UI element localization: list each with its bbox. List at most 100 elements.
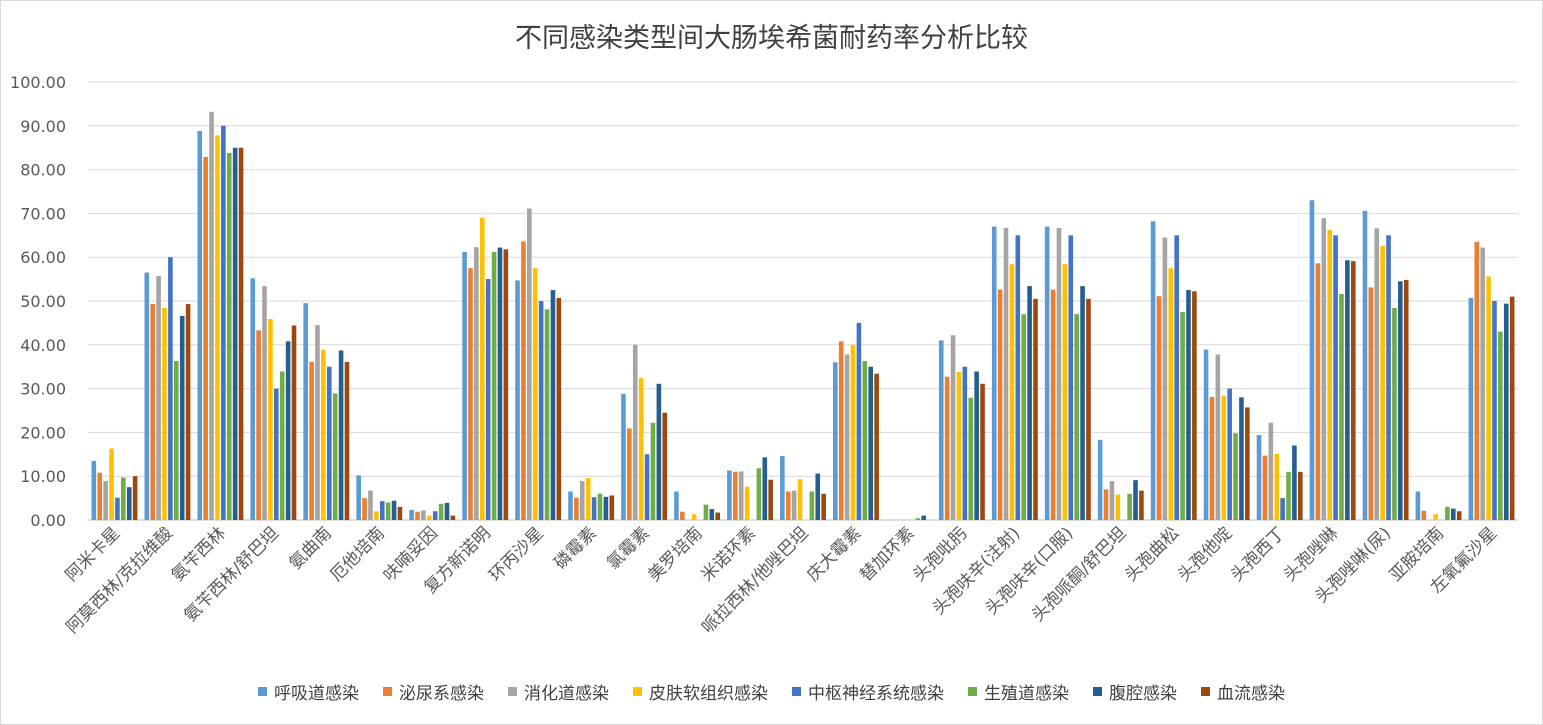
bar (226, 152, 232, 520)
legend-item: 呼吸道感染 (258, 679, 359, 704)
bar (503, 249, 509, 521)
bar (274, 388, 279, 520)
y-tick-label: 100.00 (10, 73, 66, 92)
bar (1097, 439, 1103, 520)
legend: 呼吸道感染 泌尿系感染 消化道感染 皮肤软组织感染 中枢神经系统感染 生殖道感染 腹腔感染 血… (0, 679, 1543, 704)
bar (1509, 296, 1515, 520)
bar (1498, 331, 1503, 520)
bar (1103, 489, 1109, 520)
x-tick-label: 厄他培南 (327, 523, 389, 585)
bar (968, 397, 974, 520)
bar (1180, 311, 1185, 520)
legend-item: 泌尿系感染 (383, 679, 484, 704)
legend-item: 腹腔感染 (1093, 679, 1177, 704)
bar (1062, 264, 1068, 520)
bar (1421, 510, 1427, 520)
legend-swatch (633, 687, 642, 696)
bar (344, 361, 350, 520)
x-tick-label: 替加环素 (856, 523, 918, 585)
legend-item: 中枢神经系统感染 (792, 679, 944, 704)
bar (727, 470, 732, 520)
bar (1209, 396, 1215, 520)
legend-label: 皮肤软组织感染 (649, 684, 768, 704)
bar (432, 511, 438, 520)
bar (1192, 291, 1197, 520)
bar (379, 501, 385, 520)
bar (1309, 200, 1315, 520)
bar (1268, 422, 1274, 520)
x-tick-label: 氯霉素 (603, 523, 653, 573)
bar (303, 303, 308, 520)
bar (232, 147, 238, 520)
bar (1009, 264, 1015, 520)
bar (250, 278, 256, 520)
bar (1327, 230, 1332, 520)
legend-label: 消化道感染 (524, 684, 609, 704)
bar (1127, 493, 1132, 520)
bar (844, 354, 850, 520)
bar (1415, 491, 1421, 520)
bar (527, 208, 532, 520)
bar (550, 290, 556, 520)
bar (1068, 235, 1074, 521)
bar (309, 361, 314, 520)
bar (997, 289, 1003, 520)
bar (1445, 506, 1450, 520)
bar (1033, 298, 1038, 520)
bar (1333, 235, 1338, 521)
bar (980, 383, 985, 520)
bar (391, 500, 397, 520)
bar (1292, 445, 1297, 520)
y-tick-label: 30.00 (20, 380, 66, 399)
bar (1239, 397, 1244, 520)
bar (1433, 514, 1438, 520)
bar (1339, 293, 1344, 520)
y-tick-label: 70.00 (20, 204, 66, 223)
bar (732, 471, 738, 520)
bar (1074, 314, 1079, 520)
legend-label: 中枢神经系统感染 (808, 684, 944, 704)
bar (97, 472, 103, 520)
legend-swatch (383, 687, 392, 696)
bar (156, 276, 161, 520)
bar (197, 131, 203, 520)
bar (326, 366, 332, 520)
x-tick-label: 头孢曲松 (1121, 523, 1183, 585)
legend-swatch (1093, 687, 1102, 696)
bar (1203, 349, 1209, 520)
bar (1486, 276, 1491, 520)
bar (144, 272, 150, 520)
bar (285, 341, 291, 520)
bar (1162, 237, 1168, 521)
bar (1468, 297, 1474, 520)
bar (385, 502, 391, 520)
bar (709, 509, 715, 520)
bar (162, 308, 167, 520)
bar (468, 268, 473, 520)
x-tick-label: 头孢他啶 (1174, 523, 1236, 585)
y-tick-label: 90.00 (20, 117, 66, 136)
bar (650, 422, 656, 520)
bar (638, 378, 644, 520)
bar (1345, 260, 1350, 520)
bar (1374, 228, 1380, 521)
bar (1221, 395, 1227, 520)
bar (762, 457, 768, 520)
bar (1109, 481, 1115, 520)
bar (785, 491, 791, 520)
legend-label: 腹腔感染 (1109, 684, 1177, 704)
bar (368, 490, 373, 520)
bar (444, 502, 450, 520)
bar (597, 493, 603, 520)
bar (556, 297, 562, 520)
bar (591, 497, 597, 520)
bar (268, 318, 273, 520)
bar (126, 487, 132, 520)
bar (644, 454, 650, 520)
bar (1262, 455, 1268, 520)
legend-label: 呼吸道感染 (274, 684, 359, 704)
bar (838, 341, 844, 520)
bar (1286, 471, 1291, 520)
bar (585, 477, 591, 520)
